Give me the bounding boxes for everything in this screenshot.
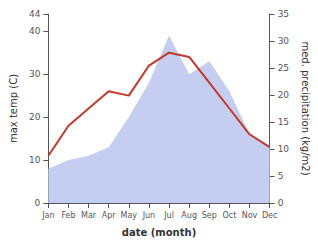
svg-text:Jun: Jun bbox=[142, 211, 156, 220]
svg-text:0: 0 bbox=[35, 198, 41, 208]
svg-text:Jul: Jul bbox=[163, 211, 174, 220]
svg-text:10: 10 bbox=[29, 155, 41, 165]
svg-text:30: 30 bbox=[278, 36, 290, 46]
svg-text:Mar: Mar bbox=[81, 211, 97, 220]
svg-text:Aug: Aug bbox=[181, 211, 197, 220]
svg-text:Nov: Nov bbox=[242, 211, 258, 220]
svg-text:Oct: Oct bbox=[222, 211, 236, 220]
svg-text:date (month): date (month) bbox=[122, 227, 196, 238]
svg-text:Sep: Sep bbox=[202, 211, 217, 220]
svg-text:max temp (C): max temp (C) bbox=[8, 74, 19, 143]
svg-text:44: 44 bbox=[29, 9, 41, 19]
svg-text:30: 30 bbox=[29, 69, 41, 79]
svg-text:20: 20 bbox=[29, 112, 41, 122]
svg-text:5: 5 bbox=[278, 171, 284, 181]
svg-text:May: May bbox=[121, 211, 138, 220]
svg-text:Apr: Apr bbox=[102, 211, 117, 220]
svg-text:Dec: Dec bbox=[262, 211, 277, 220]
svg-text:Jan: Jan bbox=[41, 211, 54, 220]
svg-text:15: 15 bbox=[278, 117, 289, 127]
svg-text:0: 0 bbox=[278, 198, 284, 208]
svg-text:40: 40 bbox=[29, 26, 41, 36]
svg-text:35: 35 bbox=[278, 9, 289, 19]
svg-text:25: 25 bbox=[278, 63, 289, 73]
svg-text:med. precipitation (kg/m2): med. precipitation (kg/m2) bbox=[300, 41, 311, 175]
svg-text:Feb: Feb bbox=[61, 211, 75, 220]
svg-text:10: 10 bbox=[278, 144, 290, 154]
svg-text:20: 20 bbox=[278, 90, 290, 100]
